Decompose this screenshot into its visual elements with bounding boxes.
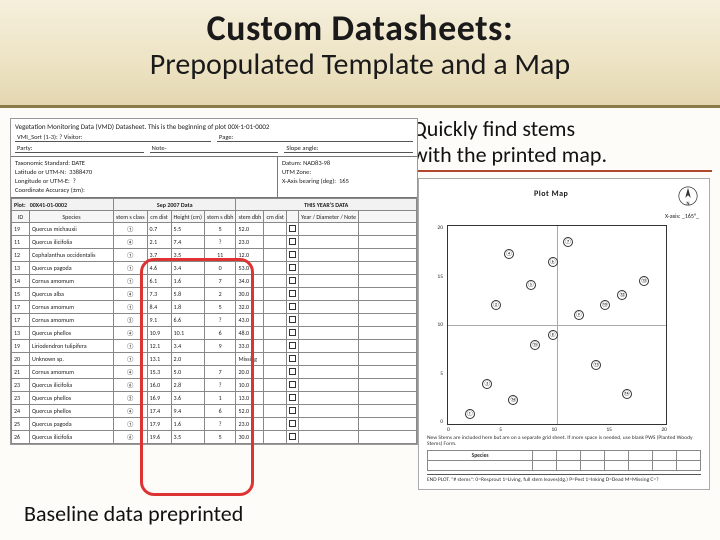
party-label: Party: bbox=[15, 144, 144, 153]
callout-map-l1: Quickly find stems bbox=[412, 115, 575, 142]
datasheet-meta: Taxonomic Standard: DATE Latitude or UTM… bbox=[11, 157, 417, 198]
checkbox-icon bbox=[289, 277, 296, 284]
plot-cell: Plot: 00X41-01-0002 bbox=[12, 199, 114, 211]
slide-title: Custom Datasheets: bbox=[0, 6, 720, 50]
checkbox-icon bbox=[289, 394, 296, 401]
table-row: 26Quercus ilicifolia⑥19.63.5530.0 bbox=[12, 431, 417, 444]
plot-grid: ① ② ③ ④ ⑤ ⑥⑦ ⑧ ⑨ ⑩ ⑪ ⑫ ⑬ ⑭ ⑮ ⑯ bbox=[447, 225, 667, 425]
table-row: 19Quercus michauxii①0.75.5552.0 bbox=[12, 223, 417, 236]
table-row: 11Quercus ilicifolia④2.17.4?23.0 bbox=[12, 236, 417, 249]
xaxis-bearing: X-axis: _165°_ bbox=[665, 212, 699, 220]
table-row: 23Quercus ilicifolia⑥16.02.8?10.0 bbox=[12, 379, 417, 392]
checkbox-icon bbox=[289, 238, 296, 245]
stem-marker: ① bbox=[465, 409, 475, 419]
checkbox-icon bbox=[289, 342, 296, 349]
datum-row: Datum: NAD83-98 bbox=[282, 159, 413, 167]
stem-marker: ② bbox=[491, 300, 501, 310]
stem-marker: ⑥ bbox=[548, 257, 558, 267]
this-data-label: THIS YEAR'S DATA bbox=[236, 199, 417, 211]
checkbox-icon bbox=[289, 329, 296, 336]
plot-map: N X-axis: _165°_ Plot Map 20151050 ① ② ③ ④ ⑤… bbox=[418, 178, 710, 490]
vmi-label: VMI_Sort (1-3): ? Visitor: bbox=[15, 133, 211, 142]
map-xaxis: 05101520 bbox=[447, 427, 667, 433]
callout-map: Quickly find stems with the printed map. bbox=[412, 116, 712, 172]
checkbox-icon bbox=[289, 381, 296, 388]
slide-subtitle: Prepopulated Template and a Map bbox=[0, 46, 720, 83]
checkbox-icon bbox=[289, 355, 296, 362]
table-header-row: ID Species stem s class cm dist Height (… bbox=[12, 211, 417, 223]
table-row: 25Quercus pagoda①17.91.6?23.0 bbox=[12, 418, 417, 431]
callout-map-l2: with the printed map. bbox=[412, 141, 607, 168]
slope-label: Slope angle: bbox=[284, 144, 413, 153]
checkbox-icon bbox=[289, 407, 296, 414]
zone-label: UTM Zone: bbox=[282, 168, 413, 176]
table-row: 20Unknown sp.①13.12.0Missing bbox=[12, 353, 417, 366]
stem-marker: ⑯ bbox=[508, 395, 518, 405]
stem-marker: ⑧ bbox=[548, 330, 558, 340]
table-row: 21Cornus amomum④15.35.0720.0 bbox=[12, 366, 417, 379]
map-footer-table: Species bbox=[427, 450, 701, 471]
table-row: 24Quercus phellos④17.49.4652.0 bbox=[12, 405, 417, 418]
map-note: New Stems are included here but are on a… bbox=[427, 435, 701, 447]
table-row: 13Quercus pagoda①4.63.4053.0 bbox=[12, 262, 417, 275]
checkbox-icon bbox=[289, 303, 296, 310]
table-row: 17Cornus amomum①8.41.8532.0 bbox=[12, 301, 417, 314]
stem-marker: ⑫ bbox=[617, 290, 627, 300]
table-row: 17Cornus amomum⑤9.16.6?43.0 bbox=[12, 314, 417, 327]
checkbox-icon bbox=[289, 420, 296, 427]
note-label: Note- bbox=[150, 144, 279, 153]
checkbox-icon bbox=[289, 251, 296, 258]
table-row: 14Cornus amomum①6.11.6734.0 bbox=[12, 275, 417, 288]
map-endline: END PLOT. "# stems": 0=Resprout 1=Living… bbox=[427, 474, 701, 483]
xbear-row: X-Axis bearing (deg): 165 bbox=[282, 177, 413, 185]
checkbox-icon bbox=[289, 433, 296, 440]
stem-marker: ⑪ bbox=[591, 360, 601, 370]
svg-text:N: N bbox=[687, 202, 690, 207]
datasheet-header: Vegetation Monitoring Data (VMD) Datashe… bbox=[11, 119, 417, 157]
checkbox-icon bbox=[289, 316, 296, 323]
lat-row: Latitude or UTM-N: 3388470 bbox=[15, 168, 273, 176]
map-yaxis: 20151050 bbox=[431, 225, 443, 425]
table-row: 23Quercus phellos⑤16.93.6113.0 bbox=[12, 392, 417, 405]
table-row: 15Quercus alba④7.35.8230.0 bbox=[12, 288, 417, 301]
stem-marker: ⑤ bbox=[526, 280, 536, 290]
stem-marker: ④ bbox=[504, 249, 514, 259]
checkbox-icon bbox=[289, 264, 296, 271]
table-row: 19Liriodendron tulipifera①12.13.4933.0 bbox=[12, 340, 417, 353]
title-banner: Custom Datasheets: Prepopulated Template… bbox=[0, 0, 720, 108]
callout-baseline: Baseline data preprinted bbox=[24, 500, 243, 527]
stem-marker: ⑦ bbox=[563, 237, 573, 247]
stem-marker: ⑨ bbox=[574, 310, 584, 320]
table-row: 13Quercus phellos④10.910.1648.0 bbox=[12, 327, 417, 340]
stem-marker: ⑩ bbox=[600, 300, 610, 310]
checkbox-icon bbox=[289, 225, 296, 232]
stem-marker: ⑭ bbox=[622, 389, 632, 399]
stem-marker: ⑬ bbox=[639, 276, 649, 286]
datasheet-table: Plot: 00X41-01-0002 Sep 2007 Data THIS Y… bbox=[11, 198, 417, 444]
map-title: Plot Map bbox=[534, 189, 568, 199]
north-arrow-icon: N bbox=[677, 185, 699, 207]
lon-row: Longitude or UTM-E: ? bbox=[15, 177, 273, 185]
table-row: 12Cephalanthus occidentalis①3.73.51112.0 bbox=[12, 249, 417, 262]
datasheet-header-line: Vegetation Monitoring Data (VMD) Datashe… bbox=[15, 122, 413, 131]
page-label: Page: bbox=[217, 133, 413, 142]
tax-label: Taxonomic Standard: DATE bbox=[15, 159, 273, 167]
stem-marker: ⑮ bbox=[530, 340, 540, 350]
map-footer: New Stems are included here but are on a… bbox=[427, 435, 701, 483]
stem-marker: ③ bbox=[482, 379, 492, 389]
checkbox-icon bbox=[289, 368, 296, 375]
prev-data-label: Sep 2007 Data bbox=[114, 199, 236, 211]
checkbox-icon bbox=[289, 290, 296, 297]
acc-label: Coordinate Accuracy (±m): bbox=[15, 186, 273, 194]
datasheet: Vegetation Monitoring Data (VMD) Datashe… bbox=[10, 118, 418, 445]
